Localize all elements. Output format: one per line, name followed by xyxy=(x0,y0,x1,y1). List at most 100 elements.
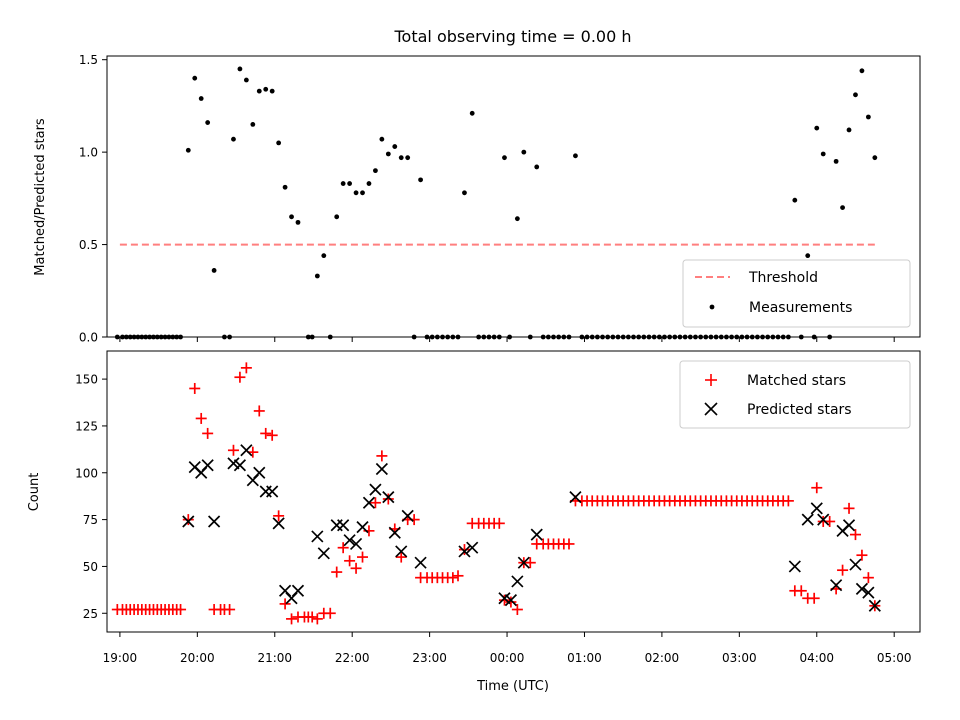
top-axes-frame xyxy=(106,55,921,338)
predicted-star-point xyxy=(375,462,388,476)
x-axis-label: Time (UTC) xyxy=(476,679,549,694)
measurement-point xyxy=(392,144,398,149)
predicted-star-stroke xyxy=(517,556,530,569)
matched-star-point xyxy=(189,382,201,394)
top-y-tick-label: 1.5 xyxy=(79,53,98,67)
measurement-point xyxy=(521,149,527,155)
predicted-star-point xyxy=(849,558,862,571)
matched-star-point xyxy=(498,594,510,606)
predicted-star-stroke xyxy=(375,462,388,476)
matched-star-point xyxy=(234,371,246,383)
measurement-point xyxy=(185,147,191,153)
matched-star-point xyxy=(182,514,194,526)
predicted-star-stroke xyxy=(788,560,801,573)
matched-star-point xyxy=(862,572,874,584)
predicted-star-stroke xyxy=(569,491,582,504)
predicted-star-point xyxy=(569,491,582,504)
predicted-star-stroke xyxy=(266,485,279,498)
predicted-star-stroke xyxy=(240,444,253,457)
bottom-y-axis-label: Count xyxy=(27,473,42,512)
measurement-point xyxy=(282,184,288,190)
bottom-y-tick-label: 50 xyxy=(83,560,98,574)
measurement-point xyxy=(353,190,359,196)
measurement-point xyxy=(243,77,249,83)
x-tick-label: 04:00 xyxy=(799,651,834,665)
bottom-y-tick-label: 100 xyxy=(75,466,98,480)
measurement-point xyxy=(276,140,282,146)
predicted-star-point xyxy=(343,534,356,547)
predicted-star-stroke xyxy=(511,575,524,588)
bottom-y-tick-label: 75 xyxy=(83,513,98,527)
measurement-point xyxy=(211,268,217,273)
x-tick-label: 01:00 xyxy=(567,651,602,665)
bottom-marks xyxy=(111,362,881,625)
legend-threshold-label: Threshold xyxy=(748,270,818,286)
x-tick-label: 05:00 xyxy=(877,651,912,665)
predicted-star-stroke xyxy=(530,528,543,541)
matched-star-point xyxy=(331,566,343,578)
bottom-panel: 25 50 75 100 125 150 19:00 20:00 21:00 22:00 23:0… xyxy=(27,350,921,694)
predicted-star-point xyxy=(337,519,350,532)
matched-star-point xyxy=(202,427,214,439)
predicted-star-stroke xyxy=(388,526,401,539)
bottom-legend-box xyxy=(679,360,911,429)
x-tick-label: 19:00 xyxy=(103,651,138,665)
measurement-point xyxy=(314,273,320,279)
top-legend-box xyxy=(682,259,911,328)
predicted-star-stroke xyxy=(201,459,214,472)
predicted-star-point xyxy=(182,515,195,528)
bottom-y-tick-label: 25 xyxy=(83,607,98,621)
predicted-star-point xyxy=(842,519,856,532)
measurement-point xyxy=(853,92,858,98)
legend-measurements-swatch xyxy=(709,304,715,310)
matched-star-point xyxy=(350,562,362,574)
predicted-star-stroke xyxy=(498,592,511,605)
predicted-star-stroke xyxy=(233,459,247,472)
predicted-star-point xyxy=(458,545,471,558)
legend-predicted-swatch xyxy=(704,402,718,416)
top-legend: Threshold Measurements xyxy=(682,259,911,328)
matched-star-point xyxy=(344,555,356,567)
predicted-star-stroke xyxy=(208,515,221,528)
predicted-star-point xyxy=(830,579,843,592)
matched-star-point xyxy=(849,529,861,541)
predicted-star-stroke xyxy=(504,594,518,607)
measurement-point xyxy=(205,120,211,125)
matched-star-point xyxy=(511,604,523,616)
top-y-tick-label: 0.0 xyxy=(79,331,98,345)
matched-star-point xyxy=(382,493,394,505)
predicted-star-stroke xyxy=(291,584,305,597)
matched-star-point xyxy=(376,450,388,462)
measurement-point xyxy=(289,214,294,220)
predicted-star-point xyxy=(349,537,363,551)
predicted-star-stroke xyxy=(817,513,830,526)
matched-star-point xyxy=(357,551,369,563)
measurement-point xyxy=(198,96,204,101)
predicted-star-stroke xyxy=(395,545,408,558)
predicted-star-point xyxy=(466,541,479,554)
predicted-star-stroke xyxy=(401,509,414,522)
measurement-point xyxy=(573,153,578,159)
predicted-star-stroke xyxy=(227,457,240,470)
matched-star-point xyxy=(524,557,536,569)
predicted-star-point xyxy=(504,594,518,607)
predicted-star-stroke xyxy=(343,534,356,547)
measurement-point xyxy=(792,197,798,203)
top-panel: 0.0 0.5 1.0 1.5 Matched/Predicted stars Thr… xyxy=(33,53,921,345)
measurement-point xyxy=(340,181,346,186)
matched-star-point xyxy=(395,551,407,563)
predicted-star-point xyxy=(401,509,414,522)
measurement-point xyxy=(805,253,811,259)
predicted-star-stroke xyxy=(855,582,869,596)
bottom-y-tick-label: 150 xyxy=(75,373,98,387)
legend-matched-label: Matched stars xyxy=(747,373,846,389)
bottom-x-ticks: 19:00 20:00 21:00 22:00 23:00 00:00 01:00 02:00… xyxy=(103,632,912,665)
predicted-star-stroke xyxy=(849,558,862,571)
measurement-point xyxy=(347,181,353,186)
predicted-star-point xyxy=(356,520,369,534)
matched-star-point xyxy=(811,482,823,494)
predicted-star-point xyxy=(817,513,830,526)
predicted-star-stroke xyxy=(382,491,395,504)
matched-star-point xyxy=(452,570,464,582)
measurement-point xyxy=(469,110,475,116)
